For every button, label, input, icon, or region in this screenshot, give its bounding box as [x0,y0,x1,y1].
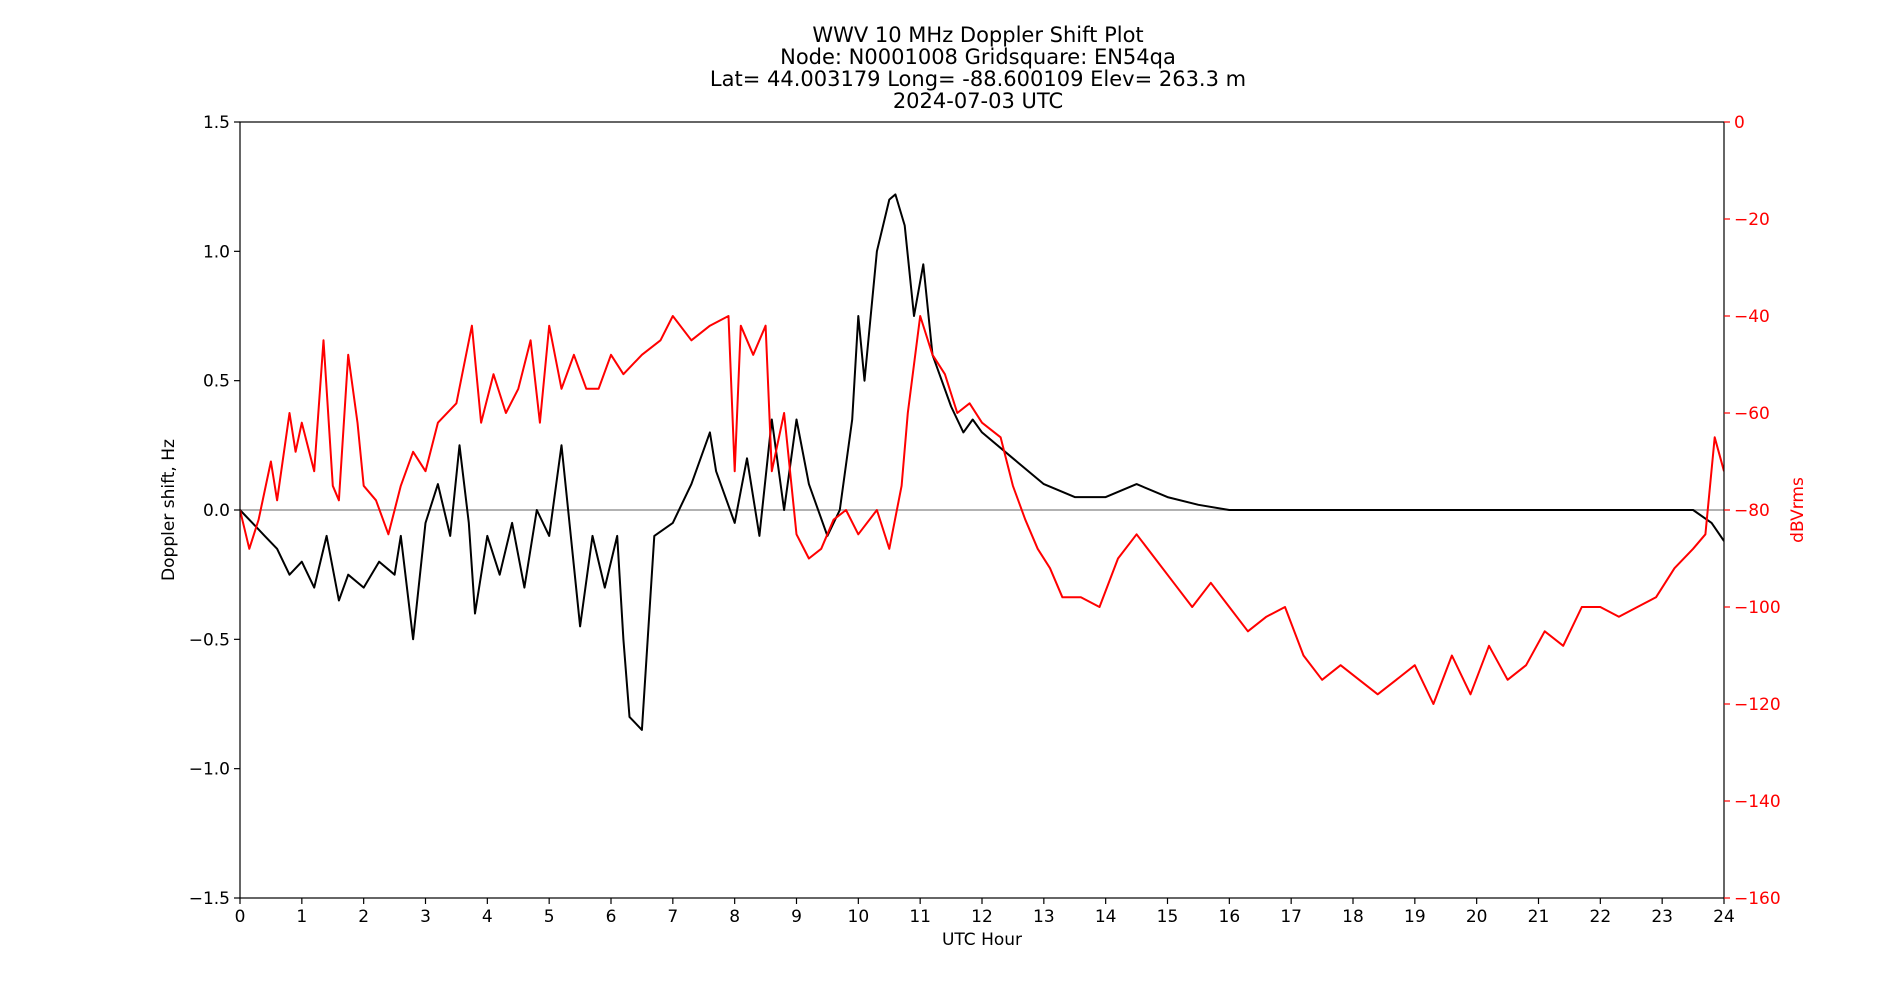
y2-tick-label: −140 [1734,792,1781,812]
x-tick-label: 11 [909,907,931,927]
y2-tick-label: −120 [1734,695,1781,715]
y-axis-left: −1.5 −1.0 −0.5 0.0 0.5 1.0 1.5 [189,113,240,909]
series-line-power [240,315,1724,705]
x-axis-label: UTC Hour [942,930,1022,950]
y-tick-label: 1.0 [203,242,230,262]
y-tick-label: −1.5 [189,889,230,909]
title-line-1: WWV 10 MHz Doppler Shift Plot [812,23,1143,47]
title-line-4: 2024-07-03 UTC [893,89,1063,113]
x-tick-label: 8 [729,907,740,927]
x-tick-label: 1 [296,907,307,927]
y2-tick-label: −60 [1734,404,1770,424]
x-axis: 0 1 2 3 4 5 6 7 8 9 10 11 12 13 14 15 16 17 18 19 20 21 22 23 24 [235,898,1735,927]
x-tick-label: 0 [235,907,246,927]
y2-tick-label: −100 [1734,598,1781,618]
x-tick-label: 12 [971,907,993,927]
chart-title: WWV 10 MHz Doppler Shift Plot Node: N000… [710,23,1246,113]
y-axis-right: 0 −20 −40 −60 −80 −100 −120 −140 −160 [1724,113,1781,909]
title-line-2: Node: N0001008 Gridsquare: EN54qa [780,45,1176,69]
y-tick-label: −1.0 [189,760,230,780]
x-tick-label: 5 [544,907,555,927]
x-tick-label: 22 [1590,907,1612,927]
x-tick-label: 24 [1713,907,1735,927]
y-tick-label: −0.5 [189,630,230,650]
x-tick-label: 17 [1280,907,1302,927]
y-axis-label: Doppler shift, Hz [159,439,179,581]
x-tick-label: 6 [606,907,617,927]
x-tick-label: 20 [1466,907,1488,927]
y2-axis-label: dBVrms [1788,477,1808,543]
title-line-3: Lat= 44.003179 Long= -88.600109 Elev= 26… [710,67,1246,91]
x-tick-label: 13 [1033,907,1055,927]
x-tick-label: 16 [1219,907,1241,927]
y2-tick-label: −40 [1734,307,1770,327]
y-tick-label: 1.5 [203,113,230,133]
x-tick-label: 19 [1404,907,1426,927]
x-tick-label: 23 [1651,907,1673,927]
y2-tick-label: −160 [1734,889,1781,909]
x-tick-label: 4 [482,907,493,927]
y-tick-label: 0.5 [203,372,230,392]
y2-tick-label: −20 [1734,210,1770,230]
series-line-doppler [240,193,1724,731]
y2-tick-label: −80 [1734,501,1770,521]
series-group [240,193,1724,731]
x-tick-label: 10 [848,907,870,927]
x-tick-label: 3 [420,907,431,927]
x-tick-label: 18 [1342,907,1364,927]
y2-tick-label: 0 [1734,113,1745,133]
x-tick-label: 9 [791,907,802,927]
x-tick-label: 2 [358,907,369,927]
x-tick-label: 21 [1528,907,1550,927]
y-tick-label: 0.0 [203,501,230,521]
x-tick-label: 14 [1095,907,1117,927]
x-tick-label: 15 [1157,907,1179,927]
x-tick-label: 7 [667,907,678,927]
